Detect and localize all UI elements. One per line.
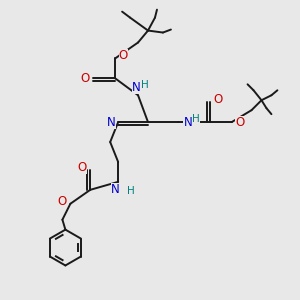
Text: N: N — [183, 116, 192, 129]
Text: O: O — [81, 72, 90, 85]
Text: O: O — [118, 49, 128, 62]
Text: N: N — [107, 116, 116, 129]
Text: O: O — [213, 93, 222, 106]
Text: O: O — [58, 195, 67, 208]
Text: O: O — [78, 161, 87, 174]
Text: H: H — [192, 114, 200, 124]
Text: N: N — [132, 81, 140, 94]
Text: H: H — [127, 186, 135, 196]
Text: H: H — [141, 80, 149, 90]
Text: N: N — [111, 183, 119, 196]
Text: O: O — [235, 116, 244, 129]
